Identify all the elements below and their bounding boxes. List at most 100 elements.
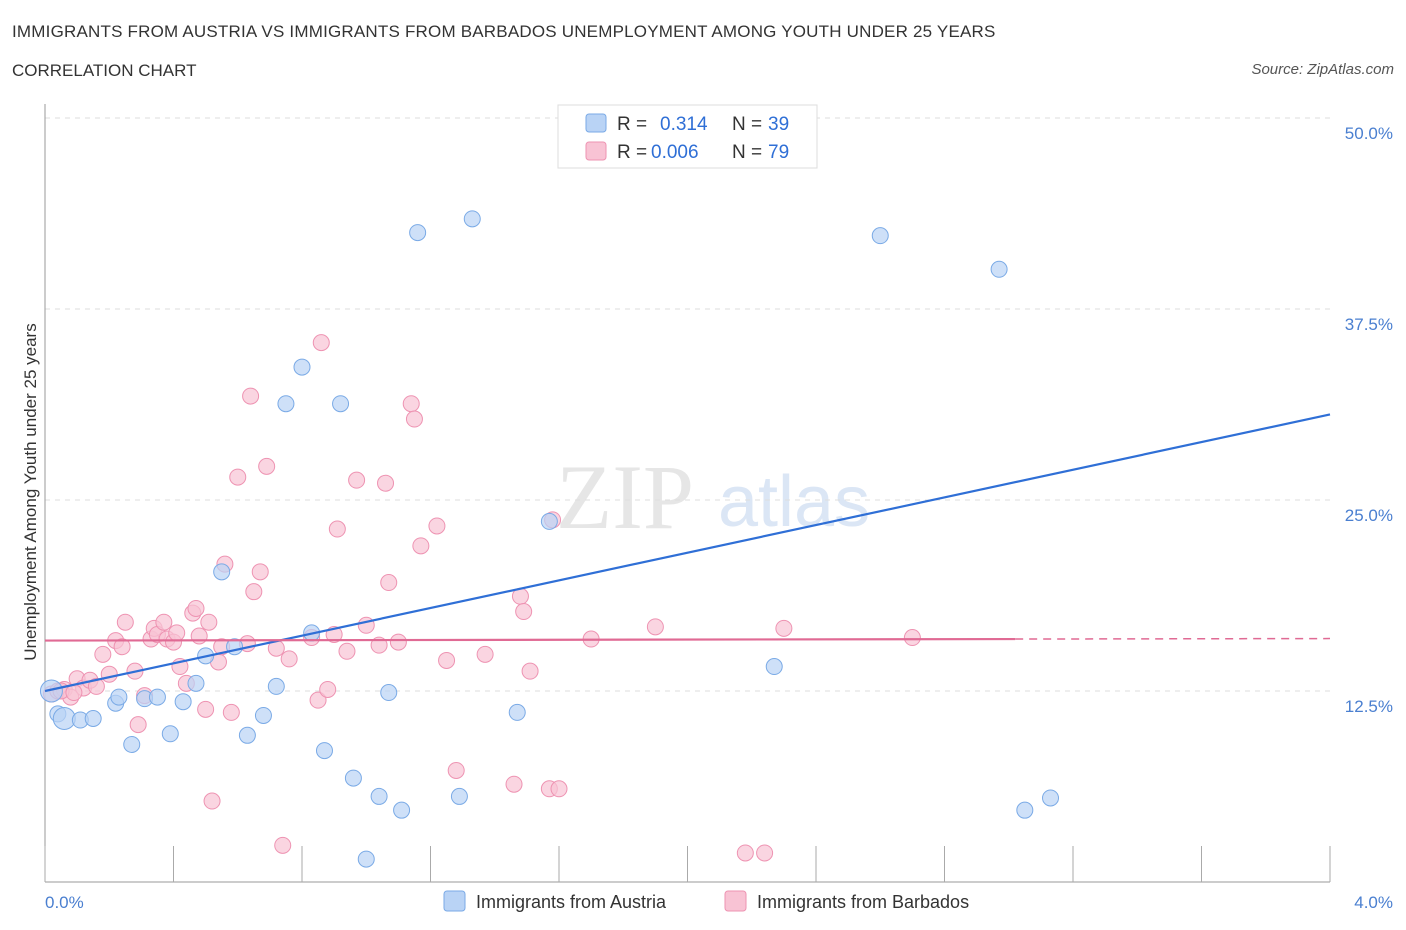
- x-tick-labels: 0.0% 4.0%: [45, 893, 1393, 912]
- austria-point-9: [148, 688, 166, 706]
- legend-barbados-swatch: [585, 141, 607, 161]
- austria-point-33: [540, 512, 558, 530]
- austria-point-14: [213, 563, 231, 581]
- austria-point-25: [357, 850, 375, 868]
- barbados-point-49: [328, 520, 346, 538]
- legend-austria-n-value: 39: [768, 114, 789, 135]
- legend-barbados-n-label: N =: [732, 142, 762, 163]
- watermark-zip: ZIP: [556, 446, 694, 548]
- austria-trend-line: [44, 413, 1331, 693]
- chart-subtitle: CORRELATION CHART: [12, 61, 197, 80]
- barbados-point-26: [187, 599, 205, 617]
- austria-point-0: [39, 679, 63, 703]
- austria-point-12: [187, 674, 205, 692]
- y-tick-label-3: 50.0%: [1345, 124, 1393, 143]
- y-tick-label-1: 25.0%: [1345, 506, 1393, 525]
- legend-austria-swatch: [585, 113, 607, 133]
- barbados-point-45: [309, 691, 327, 709]
- barbados-point-61: [438, 651, 456, 669]
- barbados-point-70: [550, 780, 568, 798]
- barbados-point-37: [242, 387, 260, 405]
- axes: [44, 104, 1331, 883]
- bottom-legend-barbados-label: Immigrants from Barbados: [757, 892, 969, 912]
- austria-point-10: [161, 725, 179, 743]
- legend-austria-r-label: R =: [617, 114, 647, 135]
- austria-point-35: [765, 658, 783, 676]
- barbados-point-19: [155, 613, 173, 631]
- barbados-point-74: [756, 844, 774, 862]
- barbados-point-40: [258, 457, 276, 475]
- x-tick-label-1: 4.0%: [1354, 893, 1393, 912]
- austria-point-24: [344, 769, 362, 787]
- series-austria-points: [39, 115, 1060, 868]
- austria-point-4: [84, 710, 102, 728]
- barbados-point-73: [736, 844, 754, 862]
- barbados-point-57: [402, 395, 420, 413]
- barbados-point-56: [389, 633, 407, 651]
- austria-point-7: [110, 688, 128, 706]
- legend-barbados-r-label: R =: [617, 142, 647, 163]
- austria-point-23: [332, 395, 350, 413]
- legend-austria-n-label: N =: [732, 114, 762, 135]
- barbados-point-12: [116, 613, 134, 631]
- austria-point-30: [450, 787, 468, 805]
- y-axis-label: Unemployment Among Youth under 25 years: [21, 323, 40, 660]
- bottom-legend-austria-swatch: [443, 890, 466, 912]
- austria-point-37: [990, 260, 1008, 278]
- barbados-point-22: [168, 624, 186, 642]
- barbados-point-39: [251, 563, 269, 581]
- barbados-point-62: [447, 761, 465, 779]
- bottom-legend: Immigrants from Austria Immigrants from …: [443, 890, 969, 912]
- austria-point-19: [277, 395, 295, 413]
- barbados-point-30: [203, 792, 221, 810]
- barbados-point-28: [197, 700, 215, 718]
- barbados-point-14: [129, 716, 147, 734]
- barbados-point-54: [377, 474, 395, 492]
- austria-point-31: [463, 210, 481, 228]
- barbados-point-60: [428, 517, 446, 535]
- barbados-point-11: [113, 638, 131, 656]
- bottom-legend-barbados-swatch: [724, 890, 747, 912]
- legend-barbados-r-value: 0.006: [651, 142, 699, 163]
- barbados-point-43: [280, 650, 298, 668]
- legend-austria-r-value: 0.314: [660, 114, 708, 135]
- austria-point-17: [254, 706, 272, 724]
- austria-point-28: [393, 801, 411, 819]
- y-tick-label-2: 37.5%: [1345, 315, 1393, 334]
- series-barbados-points: [42, 334, 921, 862]
- barbados-point-8: [94, 645, 112, 663]
- barbados-point-46: [312, 334, 330, 352]
- barbados-point-75: [775, 619, 793, 637]
- barbados-point-59: [412, 537, 430, 555]
- austria-point-27: [380, 684, 398, 702]
- austria-point-29: [409, 224, 427, 242]
- barbados-point-50: [338, 642, 356, 660]
- barbados-point-47: [319, 680, 337, 698]
- barbados-point-27: [190, 627, 208, 645]
- barbados-point-66: [515, 603, 533, 621]
- barbados-point-58: [405, 410, 423, 428]
- barbados-point-35: [229, 468, 247, 486]
- trend-lines: [44, 413, 1331, 693]
- austria-point-2: [52, 707, 76, 731]
- barbados-point-55: [380, 574, 398, 592]
- austria-point-11: [174, 693, 192, 711]
- y-tick-labels: 12.5% 25.0% 37.5% 50.0%: [1345, 124, 1393, 716]
- y-tick-label-0: 12.5%: [1345, 697, 1393, 716]
- source-label: Source: ZipAtlas.com: [1251, 61, 1394, 78]
- barbados-point-38: [245, 583, 263, 601]
- austria-point-5: [123, 735, 141, 753]
- barbados-point-34: [222, 703, 240, 721]
- legend-box: R = 0.314 N = 39 R = 0.006 N = 79: [557, 104, 818, 169]
- austria-point-18: [267, 677, 285, 695]
- austria-point-32: [508, 703, 526, 721]
- barbados-point-72: [646, 618, 664, 636]
- barbados-point-7: [87, 677, 105, 695]
- barbados-point-64: [505, 775, 523, 793]
- chart-title: IMMIGRANTS FROM AUSTRIA VS IMMIGRANTS FR…: [12, 22, 996, 41]
- barbados-point-76: [903, 629, 921, 647]
- legend-barbados-n-value: 79: [768, 142, 789, 163]
- austria-point-22: [315, 742, 333, 760]
- barbados-point-67: [521, 662, 539, 680]
